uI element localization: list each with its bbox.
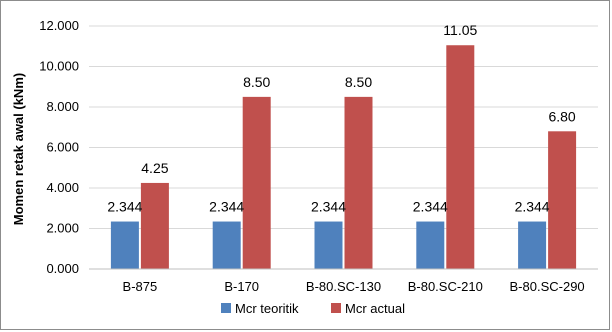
x-tick-label: B-80.SC-210	[408, 279, 483, 294]
bar-mcr-actual	[242, 96, 271, 269]
bar-mcr-teoritik	[212, 221, 241, 269]
data-label: 8.50	[345, 74, 372, 90]
y-tick-label: 2.000	[46, 221, 79, 236]
data-label: 2.344	[413, 199, 448, 215]
bar-mcr-teoritik	[314, 221, 343, 269]
data-labels: 2.344 4.25 2.344 8.50 2.344 8.50 2.344 11.05 2.3…	[107, 22, 576, 214]
x-tick-label: B-80.SC-130	[306, 279, 381, 294]
gridlines	[89, 25, 598, 229]
bar-mcr-actual	[140, 182, 169, 269]
data-label: 2.344	[311, 199, 346, 215]
bar-mcr-actual	[344, 96, 373, 269]
data-label: 11.05	[443, 22, 477, 38]
x-tick-label: B-80.SC-290	[510, 279, 585, 294]
data-label: 2.344	[515, 199, 550, 215]
legend-swatch	[331, 303, 341, 313]
x-tick-label: B-875	[123, 279, 158, 294]
bars	[110, 45, 577, 269]
data-label: 8.50	[243, 74, 270, 90]
y-tick-label: 12.000	[39, 18, 79, 33]
legend-label: Mcr actual	[345, 301, 405, 316]
data-label: 6.80	[548, 108, 575, 124]
data-label: 2.344	[209, 199, 244, 215]
y-tick-label: 8.000	[46, 99, 79, 114]
bar-mcr-actual	[548, 131, 577, 269]
x-tick-label: B-170	[224, 279, 259, 294]
legend: Mcr teoritik Mcr actual	[221, 301, 405, 316]
axes: 0.000 2.000 4.000 6.000 8.000 10.000 12.000 B-8…	[39, 18, 598, 294]
bar-mcr-actual	[446, 45, 475, 269]
data-label: 2.344	[107, 199, 142, 215]
y-tick-label: 4.000	[46, 180, 79, 195]
y-tick-label: 0.000	[46, 261, 79, 276]
y-axis-title: Momen retak awal (kNm)	[11, 73, 26, 225]
legend-label: Mcr teoritik	[235, 301, 299, 316]
data-label: 4.25	[141, 160, 168, 176]
y-tick-label: 10.000	[39, 59, 79, 74]
bar-mcr-teoritik	[518, 221, 547, 269]
y-tick-label: 6.000	[46, 140, 79, 155]
legend-swatch	[221, 303, 231, 313]
bar-mcr-teoritik	[416, 221, 445, 269]
bar-mcr-teoritik	[110, 221, 139, 269]
